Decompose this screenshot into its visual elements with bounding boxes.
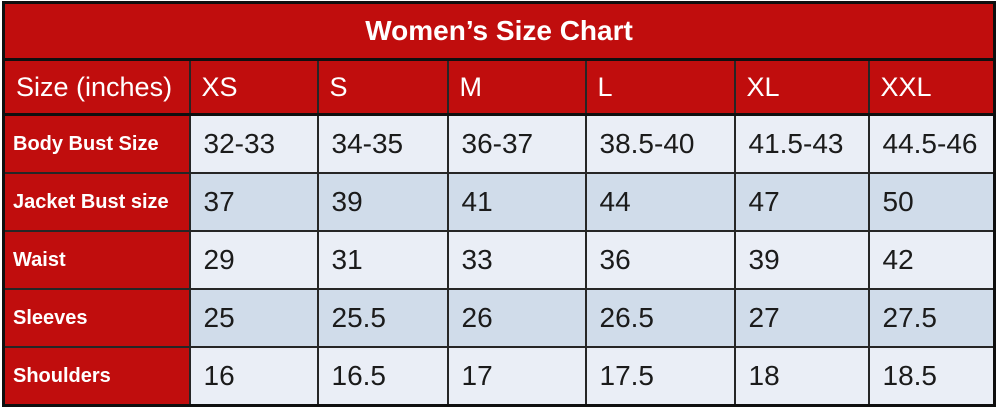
- value-cell: 25.5: [316, 288, 449, 348]
- value-cell: 33: [446, 230, 587, 290]
- value-cell: 16: [188, 346, 319, 407]
- column-header-size-inches: Size (inches): [2, 58, 191, 116]
- value-cell: 39: [316, 172, 449, 232]
- value-cell: 17.5: [584, 346, 736, 407]
- value-cell: 44: [584, 172, 736, 232]
- value-cell: 26: [446, 288, 587, 348]
- title-row: Women’s Size Chart: [2, 1, 996, 61]
- table-row-body-bust-size: Body Bust Size 32-33 34-35 36-37 38.5-40…: [2, 113, 996, 174]
- row-label-jacket-bust-size: Jacket Bust size: [2, 172, 191, 232]
- value-cell: 41.5-43: [733, 113, 870, 174]
- header-row: Size (inches) XS S M L XL XXL: [2, 58, 996, 116]
- table-row-jacket-bust-size: Jacket Bust size 37 39 41 44 47 50: [2, 172, 996, 232]
- table-row-shoulders: Shoulders 16 16.5 17 17.5 18 18.5: [2, 346, 996, 407]
- value-cell: 39: [733, 230, 870, 290]
- value-cell: 34-35: [316, 113, 449, 174]
- value-cell: 17: [446, 346, 587, 407]
- value-cell: 18: [733, 346, 870, 407]
- value-cell: 50: [867, 172, 996, 232]
- value-cell: 32-33: [188, 113, 319, 174]
- value-cell: 42: [867, 230, 996, 290]
- value-cell: 44.5-46: [867, 113, 996, 174]
- row-label-shoulders: Shoulders: [2, 346, 191, 407]
- table-title: Women’s Size Chart: [2, 1, 996, 61]
- table-row-sleeves: Sleeves 25 25.5 26 26.5 27 27.5: [2, 288, 996, 348]
- value-cell: 41: [446, 172, 587, 232]
- row-label-sleeves: Sleeves: [2, 288, 191, 348]
- value-cell: 31: [316, 230, 449, 290]
- value-cell: 16.5: [316, 346, 449, 407]
- column-header-xxl: XXL: [867, 58, 996, 116]
- column-header-xs: XS: [188, 58, 319, 116]
- value-cell: 27: [733, 288, 870, 348]
- value-cell: 25: [188, 288, 319, 348]
- value-cell: 37: [188, 172, 319, 232]
- size-chart-table: Women’s Size Chart Size (inches) XS S M …: [2, 1, 997, 407]
- value-cell: 26.5: [584, 288, 736, 348]
- value-cell: 18.5: [867, 346, 996, 407]
- value-cell: 27.5: [867, 288, 996, 348]
- value-cell: 36: [584, 230, 736, 290]
- column-header-s: S: [316, 58, 449, 116]
- value-cell: 36-37: [446, 113, 587, 174]
- value-cell: 29: [188, 230, 319, 290]
- row-label-waist: Waist: [2, 230, 191, 290]
- column-header-l: L: [584, 58, 736, 116]
- value-cell: 47: [733, 172, 870, 232]
- column-header-m: M: [446, 58, 587, 116]
- row-label-body-bust-size: Body Bust Size: [2, 113, 191, 174]
- table-row-waist: Waist 29 31 33 36 39 42: [2, 230, 996, 290]
- column-header-xl: XL: [733, 58, 870, 116]
- value-cell: 38.5-40: [584, 113, 736, 174]
